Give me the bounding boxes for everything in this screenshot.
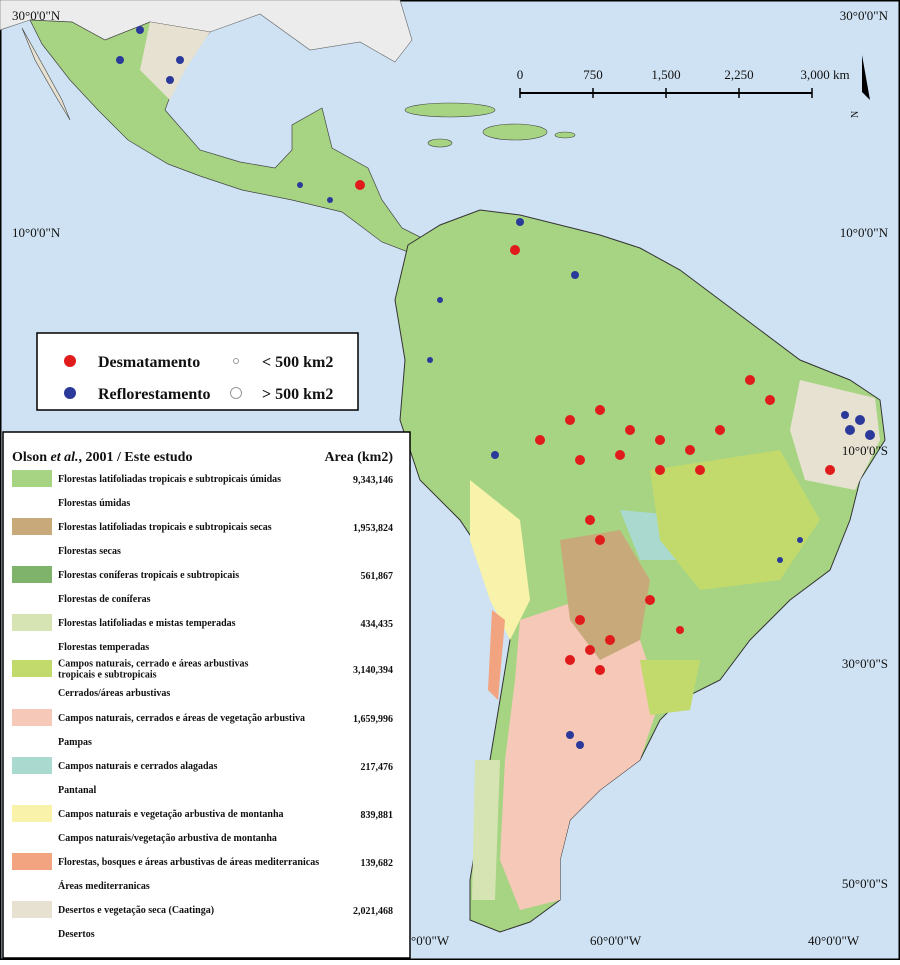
scale-label: 750 — [583, 67, 603, 82]
legend-label: Reflorestamento — [98, 386, 211, 403]
legend-swatch — [230, 387, 242, 399]
biome-group: Florestas temperadas — [58, 642, 149, 653]
biome-label: Desertos e vegetação seca (Caatinga) — [58, 905, 214, 916]
biome-label: Campos naturais, cerrados e áreas de veg… — [58, 713, 305, 724]
lat-label: 30°0'0"S — [842, 656, 888, 671]
biome-area: 561,867 — [361, 571, 394, 582]
biome-area: 1,953,824 — [353, 523, 393, 534]
biome-area: 839,881 — [361, 810, 394, 821]
legend-swatch — [12, 470, 52, 487]
lon-label: 80°0'0"W — [398, 933, 450, 948]
biome-group: Campos naturais/vegetação arbustiva de m… — [58, 833, 277, 844]
lat-label: 10°0'0"S — [842, 443, 888, 458]
biome-label: Campos naturais e vegetação arbustiva de… — [58, 809, 284, 820]
biome-label: Campos naturais e cerrados alagadas — [58, 761, 218, 772]
scale-label: 3,000 km — [800, 67, 849, 82]
biome-group: Pampas — [58, 737, 92, 748]
lat-label: 50°0'0"S — [842, 876, 888, 891]
reforestation-points — [116, 26, 875, 749]
legend-swatch — [64, 387, 76, 399]
legend-swatch — [12, 518, 52, 535]
legend-swatch — [233, 358, 239, 364]
legend-title: Olson et al., 2001 / Este estudo — [12, 450, 192, 465]
biome-area: 3,140,394 — [353, 665, 393, 676]
lat-label: 30°0'0"N — [840, 8, 889, 23]
chaco — [560, 530, 650, 660]
legend-swatch — [12, 566, 52, 583]
biome-group: Pantanal — [58, 785, 97, 796]
biome-group: Áreas mediterranicas — [58, 880, 150, 892]
mexico-desert — [140, 22, 210, 100]
biome-area: 217,476 — [361, 762, 394, 773]
biome-group: Desertos — [58, 929, 95, 940]
lon-label: 40°0'0"W — [808, 933, 860, 948]
title-part: Olson — [12, 450, 51, 465]
north-label: N — [850, 111, 861, 118]
uruguay — [640, 660, 700, 715]
biome-label: tropicais e subtropicais — [58, 670, 157, 681]
legend-box — [36, 332, 359, 411]
legend-swatch — [12, 853, 52, 870]
biome-group: Florestas úmidas — [58, 498, 130, 509]
biome-group: Florestas secas — [58, 546, 121, 557]
biome-area: 139,682 — [361, 858, 394, 869]
island — [404, 102, 496, 118]
lat-label: 30°0'0"N — [12, 8, 61, 23]
biome-label: Florestas latifoliadas e mistas temperad… — [58, 618, 236, 629]
island — [554, 131, 576, 139]
island — [482, 123, 548, 141]
caatinga — [790, 380, 880, 490]
biome-label: Florestas latifoliadas tropicais e subtr… — [58, 474, 281, 485]
legend-swatch — [12, 901, 52, 918]
area-header: Area (km2) — [324, 450, 393, 465]
biome-area: 1,659,996 — [353, 714, 393, 725]
cerrado — [650, 450, 820, 590]
title-part: , 2001 / Este estudo — [79, 450, 193, 465]
island — [427, 138, 453, 148]
biome-legend: Olson et al., 2001 / Este estudo Area (k… — [2, 431, 411, 959]
legend-label: Desmatamento — [98, 354, 200, 371]
biome-area: 2,021,468 — [353, 906, 393, 917]
pampas — [500, 600, 660, 910]
biome-label: Florestas, bosques e áreas arbustivas de… — [58, 857, 319, 868]
lat-label: 10°0'0"N — [840, 225, 889, 240]
biome-label: Florestas coníferas tropicais e subtropi… — [58, 570, 239, 581]
baja — [21, 27, 71, 121]
point-legend: Desmatamento Reflorestamento < 500 km2 >… — [36, 332, 359, 411]
scale-label: 0 — [517, 67, 524, 82]
biome-group: Cerrados/áreas arbustivas — [58, 688, 170, 699]
legend-swatch — [12, 709, 52, 726]
legend-swatch — [12, 757, 52, 774]
scale-label: 1,500 — [651, 67, 680, 82]
legend-box — [2, 431, 411, 959]
legend-swatch — [12, 805, 52, 822]
biome-label: Florestas latifoliadas tropicais e subtr… — [58, 522, 272, 533]
biome-label: Campos naturais, cerrado e áreas arbusti… — [58, 659, 248, 670]
lon-label: 60°0'0"W — [590, 933, 642, 948]
scale-label: 2,250 — [724, 67, 753, 82]
andes — [470, 480, 530, 640]
legend-label: > 500 km2 — [262, 386, 333, 403]
deforestation-points — [355, 180, 835, 675]
legend-swatch — [12, 614, 52, 631]
mediterranean — [488, 610, 505, 700]
temperate — [472, 760, 500, 900]
biome-group: Florestas de coníferas — [58, 594, 151, 605]
lat-label: 10°0'0"N — [12, 225, 61, 240]
biome-area: 9,343,146 — [353, 475, 393, 486]
legend-swatch — [64, 355, 76, 367]
title-part: et al. — [51, 450, 79, 465]
legend-swatch — [12, 660, 52, 677]
north-arrow — [862, 55, 870, 100]
scale-bar: 0 750 1,500 2,250 3,000 km N — [517, 55, 870, 118]
legend-label: < 500 km2 — [262, 354, 333, 371]
biome-area: 434,435 — [361, 619, 394, 630]
